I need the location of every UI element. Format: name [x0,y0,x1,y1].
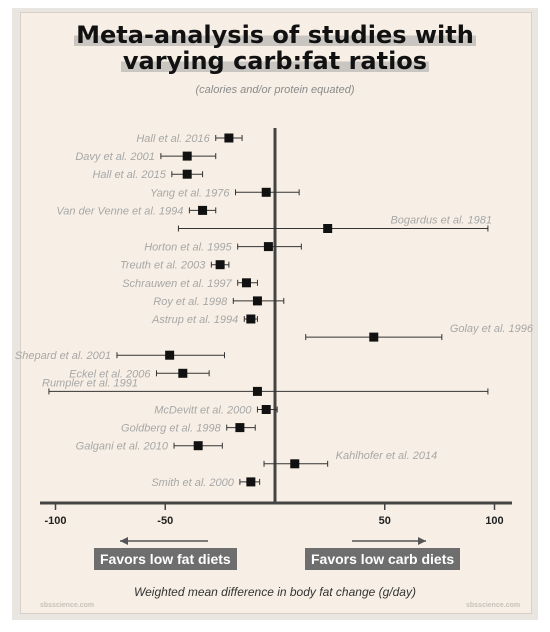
effect-point [369,332,379,342]
effect-point [263,242,273,252]
study-label: Hall et al. 2016 [136,133,210,145]
study-label: Kahlhofer et al. 2014 [336,450,438,462]
watermark-left: sbsscience.com [40,602,95,609]
study-label: Treuth et al. 2003 [120,260,206,272]
effect-point [252,386,262,396]
study-label: Hall et al. 2015 [92,169,166,181]
effect-point [178,368,188,378]
effect-point [261,405,271,414]
study-label: Rumpler et al. 1991 [42,377,138,389]
study-label: Galgani et al. 2010 [76,441,169,453]
study-label: Horton et al. 1995 [144,242,232,254]
left-direction-arrow-head [120,537,128,545]
x-tick-label: 50 [379,515,391,527]
favors-low-carb-badge: Favors low carb diets [305,548,461,570]
effect-point [290,459,300,469]
effect-point [241,278,251,288]
study-label: Yang et al. 1976 [150,187,230,199]
x-tick-label: 100 [485,515,503,527]
effect-point [246,314,256,324]
right-direction-arrow-head [418,537,426,545]
study-label: Goldberg et al. 1998 [121,423,222,435]
effect-point [215,260,225,270]
title-line-1: Meta-analysis of studies with [74,21,476,49]
effect-point [182,169,192,179]
study-label: Schrauwen et al. 1997 [122,278,232,290]
title-line-2: varying carb:fat ratios [120,47,430,75]
effect-point [261,187,271,197]
study-label: Bogardus et al. 1981 [390,215,492,227]
effect-point [235,423,245,433]
study-label: Golay et al. 1996 [450,323,534,335]
effect-point [224,133,234,143]
study-label: Smith et al. 2000 [151,477,234,489]
study-label: Astrup et al. 1994 [151,314,238,326]
study-label: McDevitt et al. 2000 [154,405,252,417]
effect-point [165,350,175,360]
effect-point [252,296,262,306]
study-label: Davy et al. 2001 [75,151,155,163]
study-label: Roy et al. 1998 [153,296,228,308]
favors-low-fat-badge: Favors low fat diets [94,548,237,570]
study-label: Shepard et al. 2001 [15,350,111,362]
effect-point [193,441,203,451]
effect-point [323,224,333,233]
study-label: Eckel et al. 2006 [69,368,151,380]
effect-point [182,151,192,161]
effect-point [198,205,208,215]
effect-point [246,477,256,487]
x-axis-label: Weighted mean difference in body fat cha… [134,585,416,599]
chart-subtitle: (calories and/or protein equated) [195,84,355,96]
watermark-right: sbsscience.com [466,602,521,609]
x-tick-label: -50 [157,515,173,527]
study-label: Van der Venne et al. 1994 [56,205,183,217]
chart-title: Meta-analysis of studies with varying ca… [0,22,550,74]
x-tick-label: -100 [44,515,66,527]
